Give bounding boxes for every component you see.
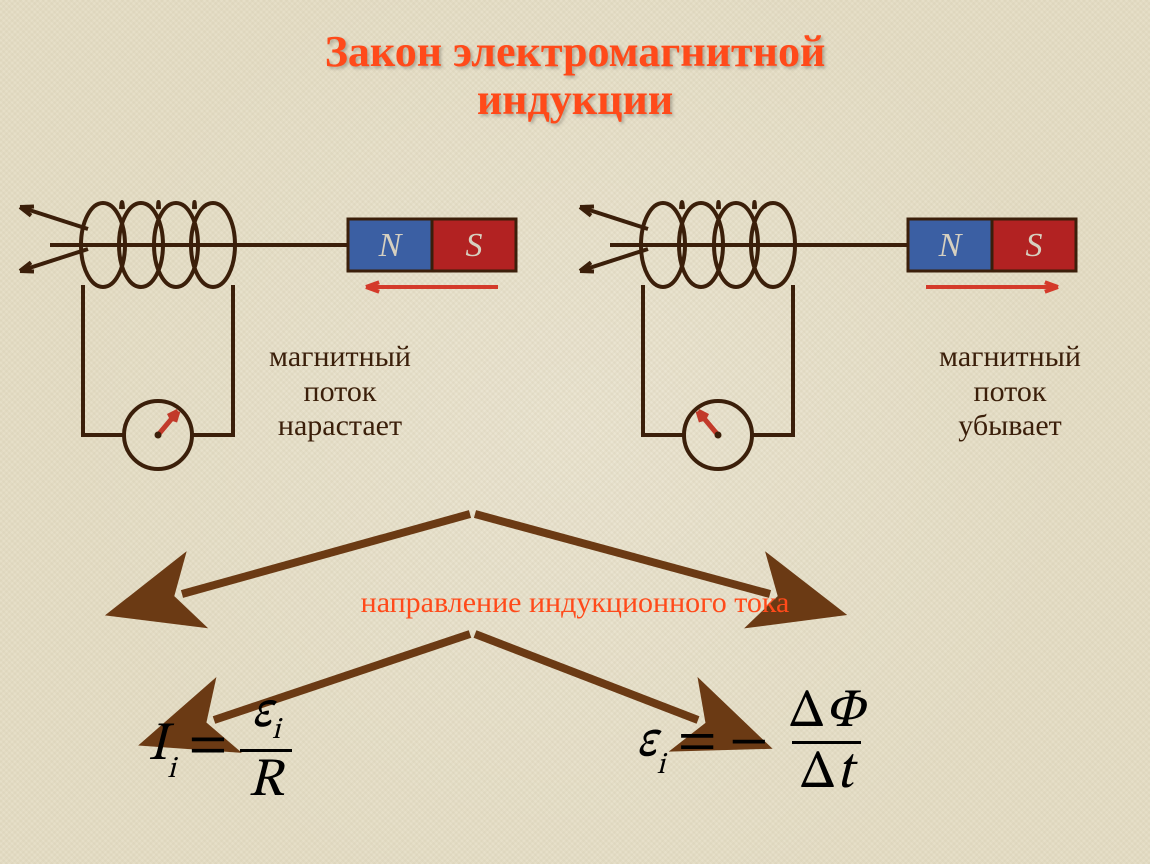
title-line2: индукции [0, 76, 1150, 124]
caption-left-line3: нарастает [210, 409, 470, 444]
caption-right-line3: убывает [880, 409, 1140, 444]
f-I-num: ε [251, 685, 272, 739]
caption-right-line1: магнитный [880, 340, 1140, 375]
title-line1: Закон электромагнитной [0, 28, 1150, 76]
caption-left-line1: магнитный [210, 340, 470, 375]
svg-text:N: N [938, 227, 964, 264]
f-I-lhs-sub: i [167, 755, 175, 785]
formula-current: Ii = εi R [148, 685, 292, 808]
svg-text:N: N [378, 227, 404, 264]
f-eps-lhs: ε [636, 714, 657, 768]
formula-emf: εi = − ΔΦ Δt [636, 685, 872, 800]
svg-text:S: S [466, 227, 483, 264]
f-I-lhs: I [148, 718, 167, 772]
f-eps-minus: − [729, 714, 768, 768]
induced-current-text: направление индукционного тока [361, 586, 790, 619]
caption-right: магнитный поток убывает [880, 340, 1140, 444]
caption-left: магнитный поток нарастает [210, 340, 470, 444]
f-I-den: R [240, 749, 292, 808]
caption-right-line2: поток [880, 375, 1140, 410]
svg-text:S: S [1026, 227, 1043, 264]
page-title: Закон электромагнитной индукции [0, 0, 1150, 125]
f-I-num-sub: i [272, 716, 280, 746]
induced-current-label: направление индукционного тока [0, 586, 1150, 620]
caption-left-line2: поток [210, 375, 470, 410]
f-eps-lhs-sub: i [657, 751, 665, 781]
